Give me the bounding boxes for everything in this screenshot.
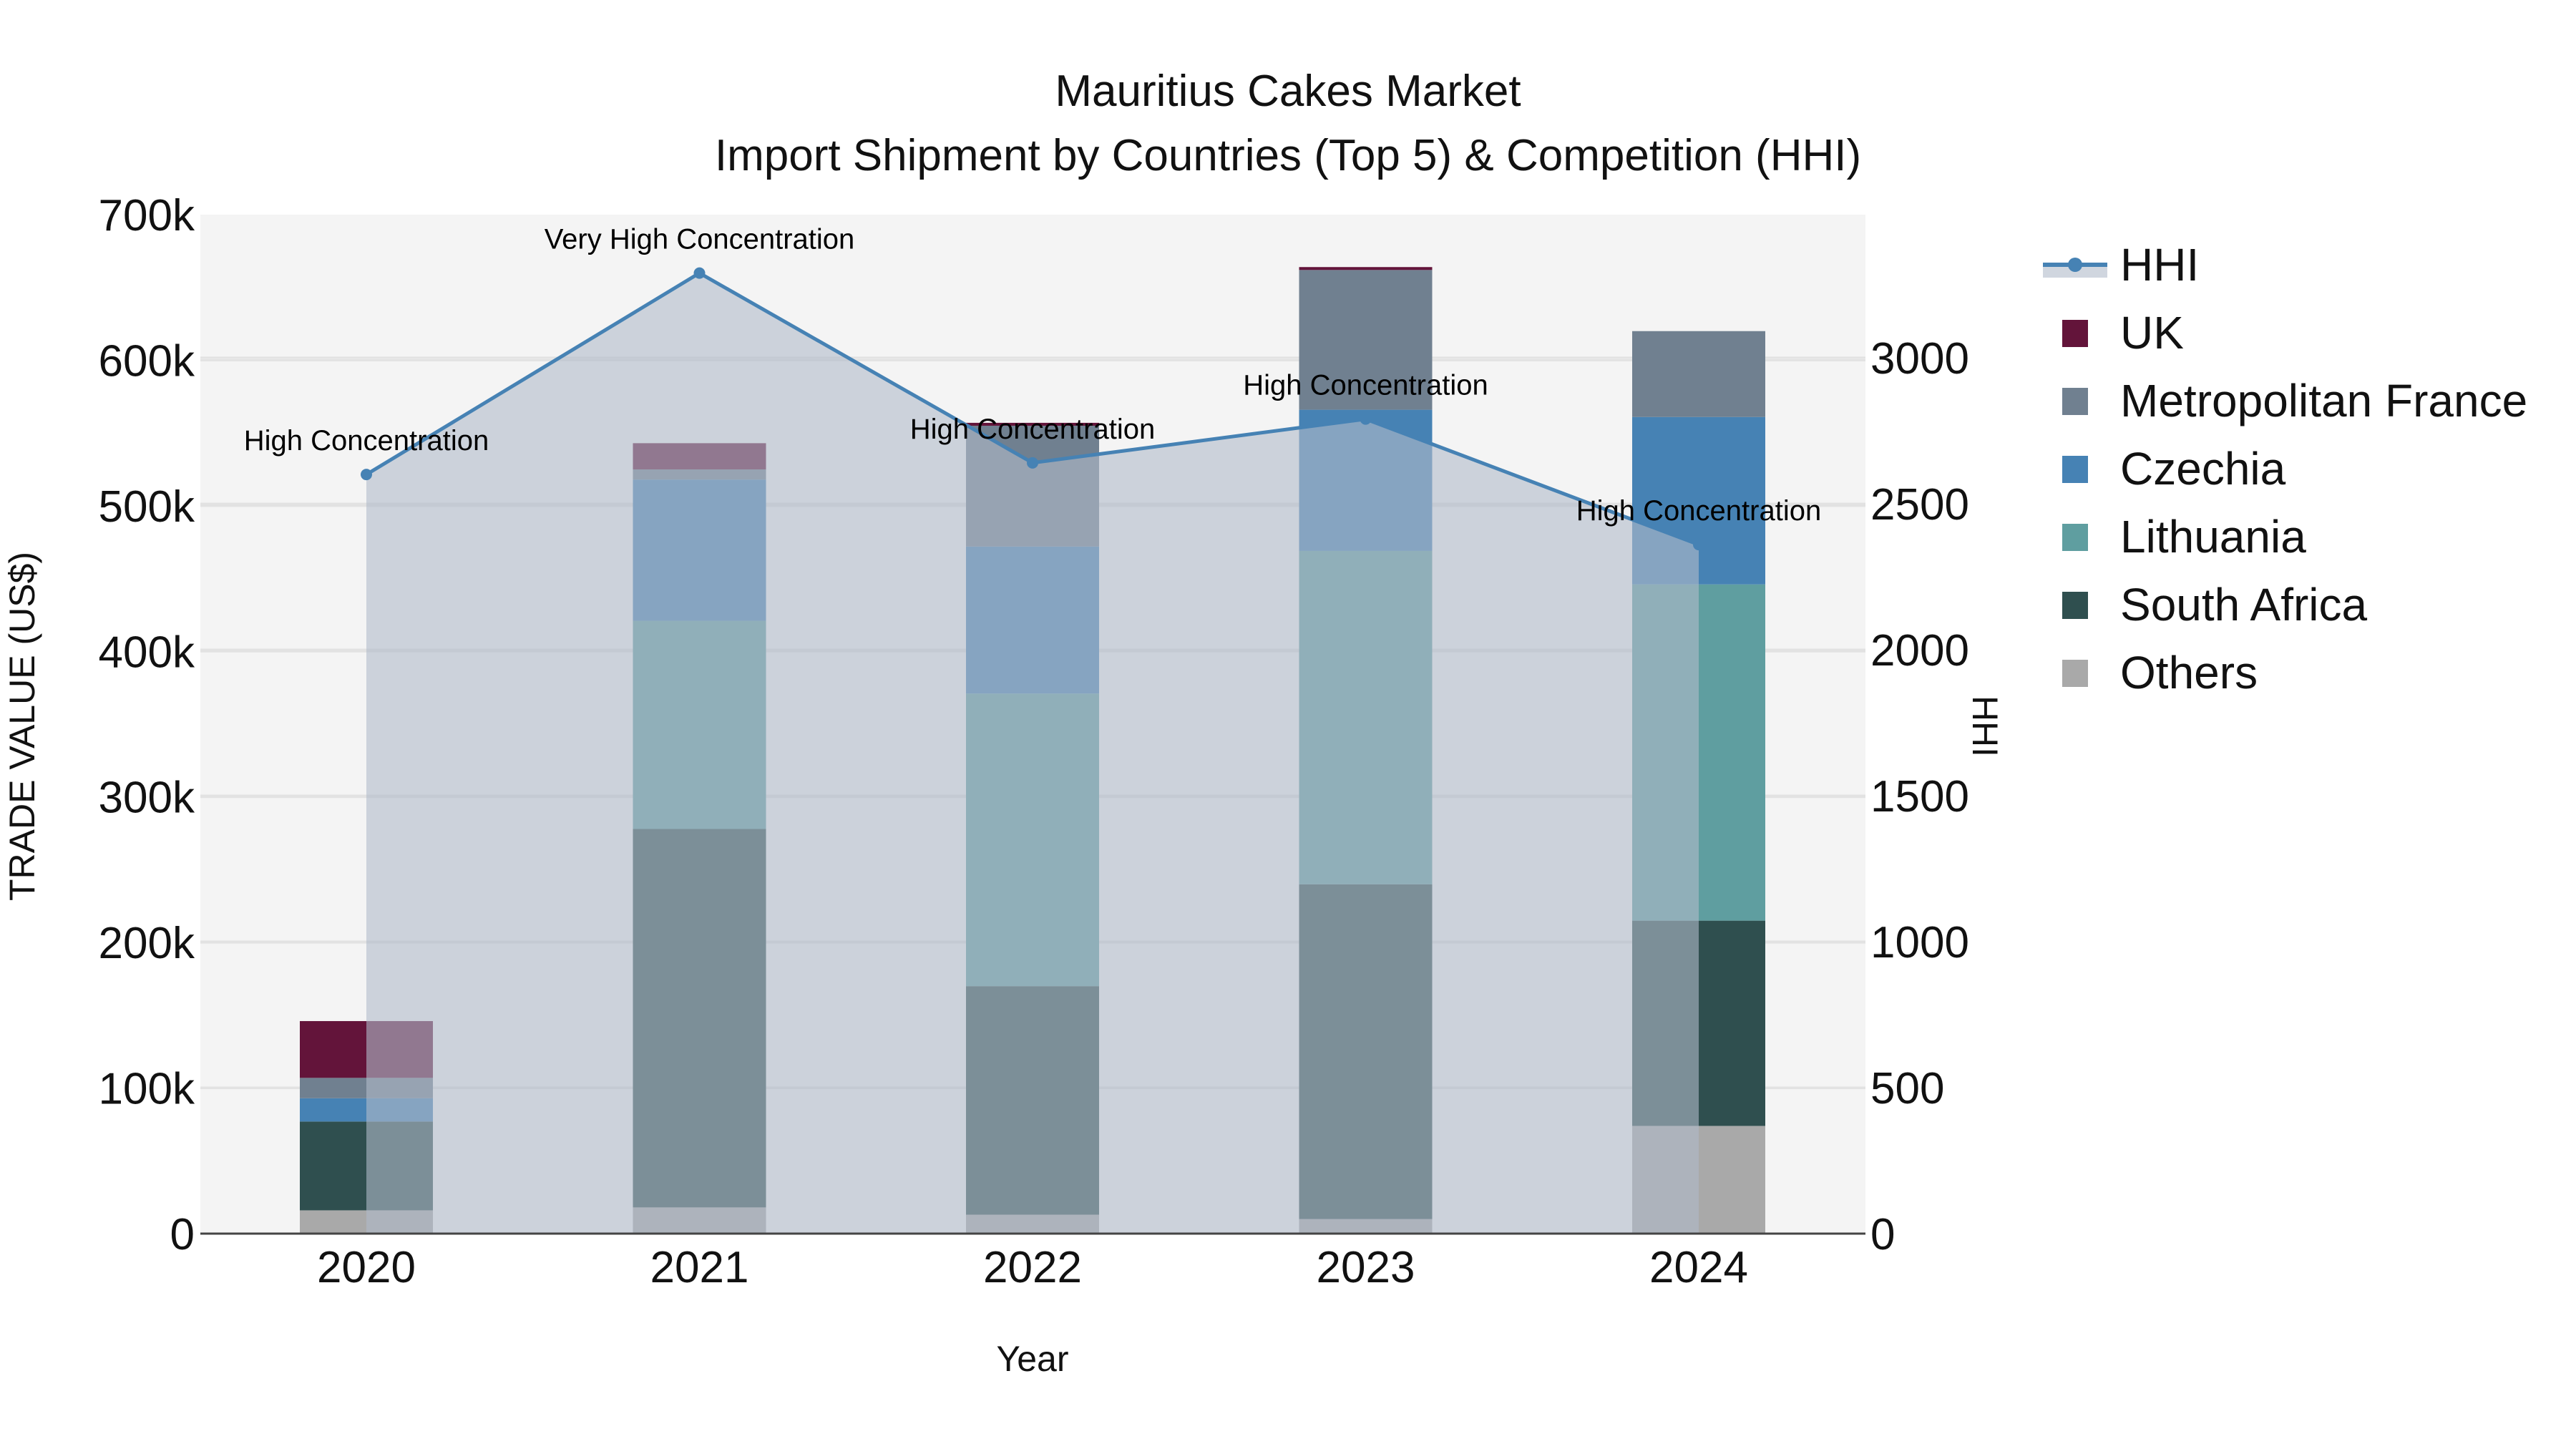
hhi-annotation: High Concentration — [1576, 495, 1821, 527]
hhi-marker[interactable] — [1360, 413, 1372, 425]
legend-item-czechia[interactable]: Czechia — [2062, 443, 2286, 494]
x-tick-label: 2020 — [317, 1243, 416, 1292]
chart-title: Mauritius Cakes Market — [1055, 67, 1521, 116]
y-axis-title: TRADE VALUE (US$) — [2, 552, 42, 901]
legend-item-south-africa[interactable]: South Africa — [2062, 579, 2368, 630]
y2-tick-label: 1500 — [1870, 772, 1969, 821]
y2-tick-label: 0 — [1870, 1210, 1895, 1259]
bar-segment-metropolitan-france[interactable] — [1299, 270, 1433, 410]
y2-tick-label: 500 — [1870, 1064, 1944, 1113]
x-tick-label: 2022 — [983, 1243, 1082, 1292]
legend-label: UK — [2120, 307, 2184, 358]
legend-swatch-icon — [2062, 524, 2088, 551]
legend-marker-icon — [2068, 258, 2082, 272]
legend-label: South Africa — [2120, 579, 2368, 630]
y-tick-label: 600k — [99, 336, 195, 386]
hhi-marker[interactable] — [693, 267, 706, 279]
legend-swatch-icon — [2062, 320, 2088, 347]
y2-tick-label: 3000 — [1870, 334, 1969, 384]
y2-axis-ticks: 0 500 1000 1500 2000 2500 3000 — [1870, 334, 1969, 1259]
hhi-area — [366, 273, 1699, 1234]
y-tick-label: 400k — [99, 628, 195, 677]
y-tick-label: 700k — [99, 191, 195, 240]
legend-item-lithuania[interactable]: Lithuania — [2062, 511, 2306, 562]
legend-item-hhi[interactable]: HHI — [2043, 239, 2199, 291]
y2-tick-label: 1000 — [1870, 918, 1969, 967]
legend-label: Metropolitan France — [2120, 375, 2527, 426]
y-tick-label: 300k — [99, 774, 195, 823]
legend-label: HHI — [2120, 239, 2199, 291]
legend-swatch-icon — [2062, 388, 2088, 415]
legend-swatch-icon — [2062, 592, 2088, 619]
bar-segment-metropolitan-france[interactable] — [1632, 331, 1765, 417]
legend-item-others[interactable]: Others — [2062, 647, 2258, 698]
x-tick-label: 2023 — [1317, 1243, 1415, 1292]
x-axis-ticks: 2020 2021 2022 2023 2024 — [317, 1243, 1748, 1292]
hhi-marker[interactable] — [1027, 457, 1038, 469]
hhi-marker[interactable] — [1693, 539, 1704, 551]
legend-item-metropolitan-france[interactable]: Metropolitan France — [2062, 375, 2527, 426]
hhi-marker[interactable] — [361, 469, 372, 481]
y-tick-label: 0 — [170, 1210, 195, 1259]
x-axis-title: Year — [996, 1339, 1068, 1379]
y-tick-label: 100k — [99, 1065, 195, 1114]
hhi-annotation: Very High Concentration — [545, 224, 855, 255]
legend-swatch-icon — [2062, 660, 2088, 687]
y2-axis-title: HHI — [1965, 696, 2005, 757]
legend-label: Lithuania — [2120, 511, 2306, 562]
x-tick-label: 2021 — [650, 1243, 749, 1292]
y2-tick-label: 2000 — [1870, 626, 1969, 675]
x-tick-label: 2024 — [1649, 1243, 1748, 1292]
y-axis-ticks: 0 100k 200k 300k 400k 500k 600k 700k — [99, 191, 195, 1259]
hhi-annotations: High Concentration Very High Concentratio… — [244, 224, 1821, 527]
hhi-annotation: High Concentration — [1243, 370, 1488, 401]
y-tick-label: 200k — [99, 919, 195, 968]
hhi-series — [361, 267, 1704, 1234]
hhi-annotation: High Concentration — [910, 414, 1155, 445]
legend-item-uk[interactable]: UK — [2062, 307, 2184, 358]
legend-label: Others — [2120, 647, 2258, 698]
chart-subtitle: Import Shipment by Countries (Top 5) & C… — [715, 131, 1861, 180]
y2-tick-label: 2500 — [1870, 480, 1969, 530]
hhi-annotation: High Concentration — [244, 425, 489, 457]
legend-label: Czechia — [2120, 443, 2286, 494]
legend-swatch-icon — [2062, 456, 2088, 483]
bar-segment-uk[interactable] — [966, 422, 1099, 426]
bar-segment-uk[interactable] — [1299, 267, 1433, 270]
legend: HHI UK Metropolitan France Czechia Lithuania… — [2043, 239, 2527, 698]
y-tick-label: 500k — [99, 482, 195, 532]
